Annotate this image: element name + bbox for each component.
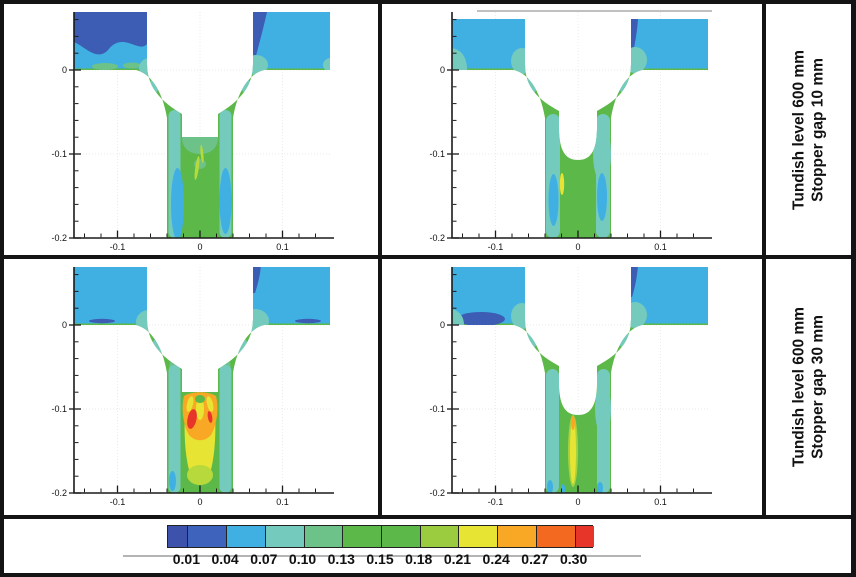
- colorbar-row: 0.01 0.04 0.07 0.10 0.13 0.15 0.18 0.21 0.24 0.27…: [4, 519, 851, 573]
- contour-field: [452, 19, 708, 238]
- colorbar-tick-label: 0.18: [405, 551, 433, 567]
- colorbar-cell: [342, 526, 381, 547]
- colorbar-cell: [419, 526, 459, 547]
- panel-top-left: -0.1 0 0.1 0 -0.1 -0.2: [4, 4, 378, 255]
- colorbar-cell: [380, 526, 420, 547]
- colorbar-cell: [574, 526, 594, 547]
- row-label-bottom-line1: Tundish level 600 mm: [790, 307, 808, 467]
- colorbar-tick-label: 0.21: [443, 551, 472, 567]
- colorbar: 0.01 0.04 0.07 0.10 0.13 0.15 0.18 0.21 0.24 0.27…: [167, 525, 594, 567]
- colorbar-cell: [458, 526, 498, 547]
- row-label-bottom: Tundish level 600 mm Stopper gap 30 mm: [789, 262, 828, 512]
- tick-label: -0.1: [488, 242, 504, 252]
- colorbar-cell: [497, 526, 536, 547]
- row-label-top-line2: Stopper gap 10 mm: [809, 57, 827, 202]
- colorbar-tick-label: 0.24: [482, 551, 510, 567]
- colorbar-tick-label: 0.04: [211, 551, 239, 567]
- contour-plot-top-left: -0.1 0 0.1 0 -0.1 -0.2: [51, 12, 334, 252]
- tick-label: 0: [197, 242, 202, 252]
- tick-label: -0.2: [51, 233, 67, 243]
- tick-label: 0.1: [276, 497, 289, 507]
- tick-label: -0.1: [110, 242, 126, 252]
- row-label-cell-top: Tundish level 600 mm Stopper gap 10 mm: [766, 4, 851, 255]
- row-label-top-line1: Tundish level 600 mm: [790, 49, 808, 210]
- panel-bottom-right: -0.1 0 0.1 0 -0.1 -0.2: [382, 259, 762, 515]
- panel-bottom-left: -0.1 0 0.1 0 -0.1 -0.2: [4, 259, 378, 515]
- colorbar-tick-label: 0.13: [327, 551, 355, 567]
- colorbar-labels: 0.01 0.04 0.07 0.10 0.13 0.15 0.18 0.21 0.24 0.27…: [167, 551, 593, 571]
- colorbar-tick-label: 0.27: [521, 551, 549, 567]
- tick-label: 0.1: [654, 497, 667, 507]
- contour-field: [74, 267, 330, 493]
- tick-label: 0: [575, 497, 580, 507]
- axis-ticks: -0.1 0 0.1 0 -0.1 -0.2: [51, 19, 316, 252]
- panel-top-right: -0.1 0 0.1 0 -0.1 -0.2: [382, 4, 762, 255]
- tick-label: 0: [62, 65, 67, 75]
- colorbar-cell: [535, 526, 575, 547]
- colorbar-tick-label: 0.15: [366, 551, 394, 567]
- contour-plot-top-right: -0.1 0 0.1 0 -0.1 -0.2: [429, 10, 712, 252]
- colorbar-tick-label: 0.07: [250, 551, 278, 567]
- contour-plot-bottom-left: -0.1 0 0.1 0 -0.1 -0.2: [51, 267, 334, 507]
- colorbar-cell: [303, 526, 343, 547]
- tick-label: 0: [62, 320, 67, 330]
- tick-label: 0: [440, 320, 445, 330]
- axis-ticks: -0.1 0 0.1 0 -0.1 -0.2: [429, 274, 694, 507]
- colorbar-tick-label: 0.01: [172, 551, 200, 567]
- contour-field: [74, 12, 330, 238]
- colorbar-cell: [226, 526, 265, 547]
- contour-field: [452, 267, 708, 493]
- tick-label: 0: [440, 65, 445, 75]
- colorbar-cell: [264, 526, 304, 547]
- colorbar-baseline: [123, 555, 641, 557]
- tick-label: -0.1: [110, 497, 126, 507]
- tick-label: -0.2: [51, 488, 67, 498]
- contour-plot-bottom-right: -0.1 0 0.1 0 -0.1 -0.2: [429, 267, 712, 507]
- axis-ticks: -0.1 0 0.1 0 -0.1 -0.2: [51, 274, 316, 507]
- tick-label: -0.1: [429, 149, 445, 159]
- tick-label: 0.1: [654, 242, 667, 252]
- axis-ticks: -0.1 0 0.1 0 -0.1 -0.2: [429, 19, 694, 252]
- colorbar-cell: [168, 526, 188, 547]
- tick-label: -0.1: [51, 149, 67, 159]
- tick-label: -0.1: [488, 497, 504, 507]
- tick-label: 0: [575, 242, 580, 252]
- tick-label: -0.1: [51, 404, 67, 414]
- colorbar-tick-label: 0.10: [288, 551, 317, 567]
- tick-label: -0.2: [429, 488, 445, 498]
- row-label-top: Tundish level 600 mm Stopper gap 10 mm: [789, 5, 828, 255]
- row-label-cell-bottom: Tundish level 600 mm Stopper gap 30 mm: [766, 259, 851, 515]
- colorbar-cell: [187, 526, 227, 547]
- tick-label: 0.1: [276, 242, 289, 252]
- colorbar-cells: [167, 525, 594, 548]
- tick-label: -0.1: [429, 404, 445, 414]
- tick-label: -0.2: [429, 233, 445, 243]
- colorbar-tick-label: 0.30: [560, 551, 588, 567]
- tick-label: 0: [197, 497, 202, 507]
- row-label-bottom-line2: Stopper gap 30 mm: [809, 315, 827, 459]
